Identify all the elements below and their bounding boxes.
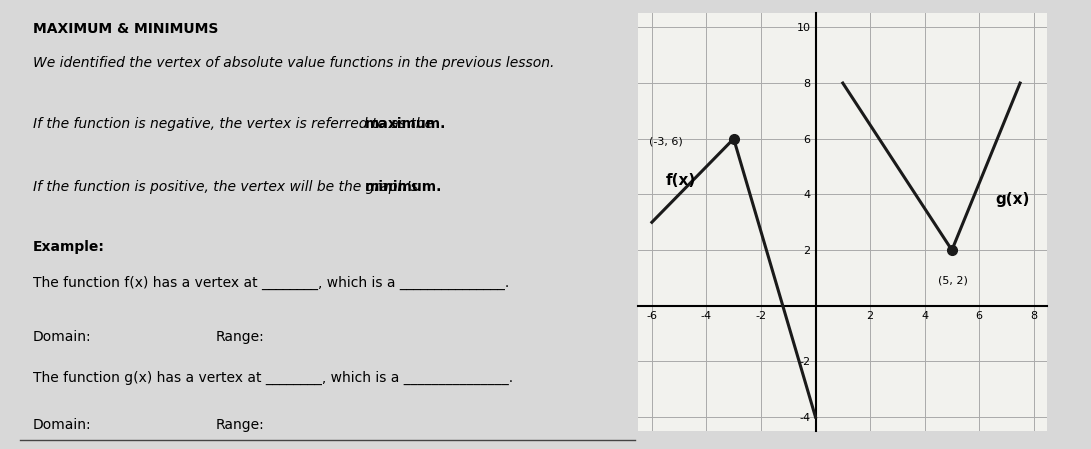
Text: (5, 2): (5, 2) xyxy=(938,275,968,285)
Text: We identified the vertex of absolute value functions in the previous lesson.: We identified the vertex of absolute val… xyxy=(33,56,554,70)
Text: g(x): g(x) xyxy=(995,193,1030,207)
Text: Range:: Range: xyxy=(216,418,265,431)
Text: The function f(x) has a vertex at ________, which is a _______________.: The function f(x) has a vertex at ______… xyxy=(33,276,509,290)
Text: Domain:: Domain: xyxy=(33,330,92,344)
Text: The function g(x) has a vertex at ________, which is a _______________.: The function g(x) has a vertex at ______… xyxy=(33,370,513,384)
Text: If the function is negative, the vertex is referred to as the: If the function is negative, the vertex … xyxy=(33,117,437,131)
Text: (-3, 6): (-3, 6) xyxy=(649,136,683,146)
Text: maximum.: maximum. xyxy=(365,117,446,131)
Text: f(x): f(x) xyxy=(666,173,696,188)
Text: Example:: Example: xyxy=(33,240,105,254)
Text: Range:: Range: xyxy=(216,330,265,344)
Text: Domain:: Domain: xyxy=(33,418,92,431)
Text: minimum.: minimum. xyxy=(365,180,443,194)
Text: MAXIMUM & MINIMUMS: MAXIMUM & MINIMUMS xyxy=(33,22,218,36)
Text: If the function is positive, the vertex will be the graph’s: If the function is positive, the vertex … xyxy=(33,180,422,194)
